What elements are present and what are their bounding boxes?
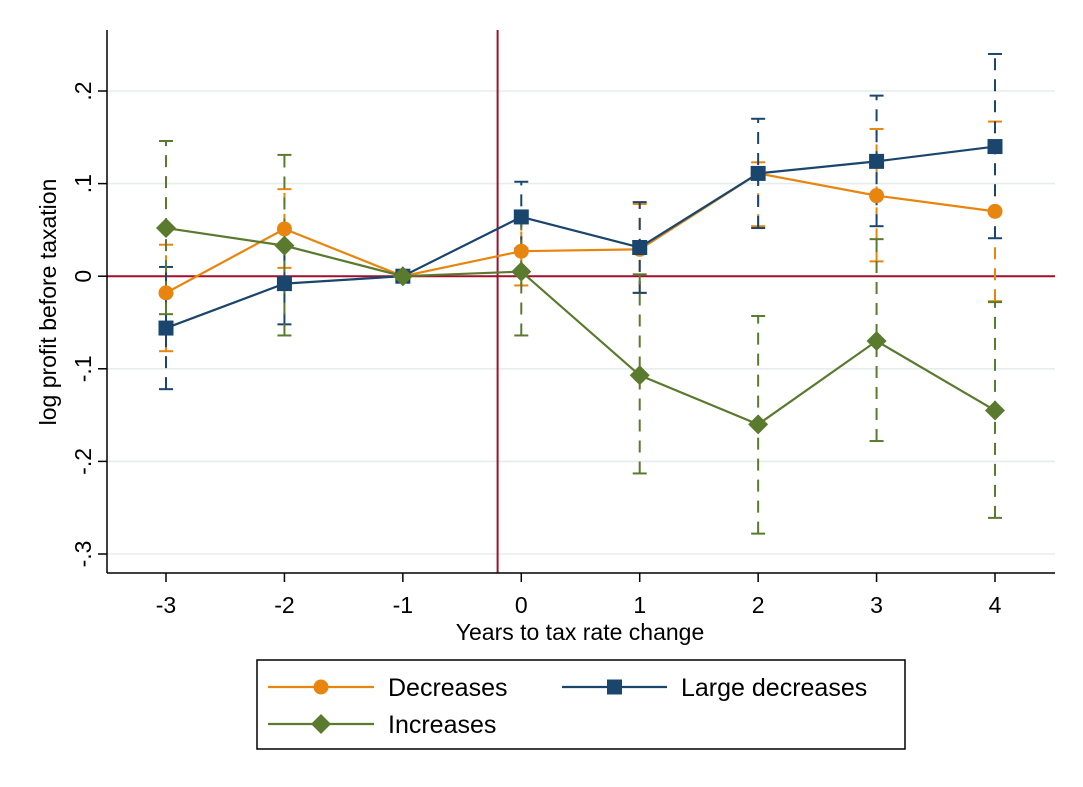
large-decreases-point xyxy=(987,139,1003,155)
decreases-point xyxy=(276,221,292,237)
large-decreases-point xyxy=(513,209,529,225)
decreases-point xyxy=(158,285,174,301)
x-tick-label: 2 xyxy=(752,592,765,618)
x-axis-title: Years to tax rate change xyxy=(456,619,705,645)
increases-point xyxy=(985,400,1005,421)
x-tick-label: 4 xyxy=(989,592,1002,618)
series-markers xyxy=(156,139,1005,435)
large-decreases-point xyxy=(869,153,885,169)
y-tick-label: 0 xyxy=(70,270,96,283)
series-lines xyxy=(165,145,996,426)
decreases-point xyxy=(987,203,1003,219)
y-tick-label: .2 xyxy=(70,81,96,100)
legend-marker-increases xyxy=(311,714,331,734)
x-tick-label: -1 xyxy=(393,592,413,618)
legend-marker-large-decreases xyxy=(607,679,622,695)
increases-point xyxy=(511,261,532,282)
y-tick-label: -.3 xyxy=(70,541,96,568)
large-decreases-point xyxy=(750,165,766,181)
x-tick-label: -3 xyxy=(156,592,176,618)
legend-label-large-decreases: Large decreases xyxy=(681,674,867,702)
legend: Decreases Large decreases Increases xyxy=(256,659,906,750)
legend-marker-decreases xyxy=(313,679,329,695)
x-tick-label: 3 xyxy=(870,592,883,618)
increases-point xyxy=(748,414,769,435)
decreases-line xyxy=(165,172,996,294)
decreases-point xyxy=(513,243,529,259)
increases-point xyxy=(629,365,650,386)
y-axis-title: log profit before taxation xyxy=(35,179,61,426)
large-decreases-line xyxy=(165,145,996,330)
x-tick-label: 0 xyxy=(515,592,528,618)
x-tick-label: -2 xyxy=(274,592,294,618)
y-tick-label: .1 xyxy=(70,174,96,193)
increases-point xyxy=(274,235,295,256)
legend-box xyxy=(256,659,906,750)
decreases-point xyxy=(869,188,885,204)
axis-ticks: -.3 -.2 -.1 0 .1 .2 -3 -2 -1 0 1 2 3 4 xyxy=(70,81,1002,618)
reference-lines xyxy=(107,30,1055,573)
increases-line xyxy=(165,226,996,426)
y-tick-label: -.2 xyxy=(70,448,96,475)
increases-point xyxy=(866,331,887,352)
y-tick-label: -.1 xyxy=(70,355,96,382)
legend-label-increases: Increases xyxy=(388,711,496,739)
x-tick-label: 1 xyxy=(633,592,646,618)
legend-label-decreases: Decreases xyxy=(388,674,508,702)
axes xyxy=(106,30,1055,574)
large-decreases-point xyxy=(276,276,292,292)
large-decreases-point xyxy=(632,239,648,255)
large-decreases-point xyxy=(158,320,174,336)
increases-point xyxy=(392,266,413,287)
increases-point xyxy=(156,218,176,239)
